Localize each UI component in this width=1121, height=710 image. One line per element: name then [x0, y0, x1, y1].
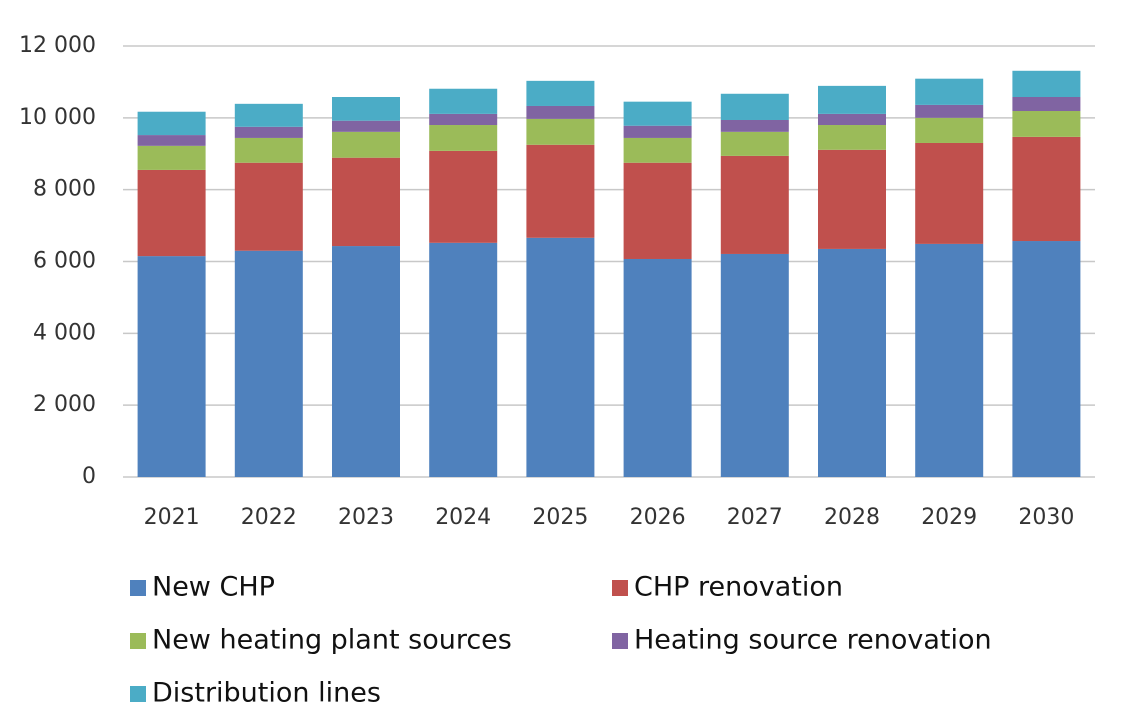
- bar-segment: [818, 113, 886, 126]
- legend-swatch: [130, 686, 146, 702]
- bar-segment: [915, 78, 984, 105]
- bar-segment: [526, 237, 595, 477]
- bar-segment: [526, 105, 595, 119]
- bar-segment: [720, 131, 789, 156]
- bar-segment: [623, 258, 692, 477]
- bar-segment: [818, 125, 886, 150]
- bar-segment: [1012, 111, 1081, 137]
- x-tick-label: 2021: [144, 505, 200, 530]
- bar-segment: [915, 104, 984, 118]
- legend-label: Distribution lines: [152, 678, 381, 709]
- bar-segment: [332, 246, 400, 477]
- bar-segment: [915, 117, 984, 143]
- legend-label: New CHP: [152, 572, 275, 603]
- legend-swatch: [130, 580, 146, 596]
- x-tick-label: 2025: [532, 505, 588, 530]
- bar-segment: [234, 126, 303, 138]
- bar-segment: [623, 125, 692, 138]
- bar-segment: [623, 137, 692, 163]
- bar-segment: [234, 250, 303, 477]
- y-tick-label: 8 000: [33, 177, 96, 202]
- legend-label: Heating source renovation: [634, 625, 992, 656]
- legend-label: New heating plant sources: [152, 625, 512, 656]
- x-tick-label: 2027: [727, 505, 783, 530]
- x-tick-label: 2024: [435, 505, 491, 530]
- bar-segment: [526, 118, 595, 145]
- bar-segment: [429, 242, 498, 477]
- bar-segment: [429, 88, 498, 114]
- bar-segment: [623, 162, 692, 259]
- legend-swatch: [612, 633, 628, 649]
- bar-segment: [429, 125, 498, 151]
- bar-segment: [332, 131, 400, 158]
- x-tick-label: 2029: [921, 505, 977, 530]
- legend-label: CHP renovation: [634, 572, 843, 603]
- bar-segment: [818, 248, 886, 477]
- y-tick-label: 2 000: [33, 392, 96, 417]
- bar-segment: [915, 243, 984, 477]
- y-tick-label: 12 000: [19, 33, 96, 58]
- bar-segment: [1012, 241, 1081, 477]
- bar-segment: [429, 113, 498, 126]
- legend-swatch: [612, 580, 628, 596]
- bar-segment: [234, 137, 303, 163]
- bar-segment: [234, 162, 303, 251]
- bar-segment: [332, 157, 400, 247]
- bar-segment: [720, 119, 789, 132]
- bar-segment: [234, 103, 303, 127]
- bar-segment: [332, 120, 400, 132]
- bar-segment: [720, 253, 789, 477]
- y-tick-label: 0: [82, 464, 96, 489]
- x-tick-label: 2023: [338, 505, 394, 530]
- bar-segment: [137, 135, 206, 146]
- x-tick-label: 2030: [1018, 505, 1074, 530]
- bar-segment: [526, 144, 595, 238]
- bar-segment: [623, 101, 692, 126]
- y-tick-label: 6 000: [33, 249, 96, 274]
- legend-swatch: [130, 633, 146, 649]
- bar-segment: [526, 80, 595, 106]
- bar-segment: [720, 93, 789, 120]
- bar-segment: [137, 256, 206, 477]
- bar-segment: [137, 145, 206, 170]
- x-tick-label: 2026: [630, 505, 686, 530]
- bar-segment: [720, 155, 789, 254]
- bar-segment: [429, 150, 498, 243]
- x-tick-label: 2022: [241, 505, 297, 530]
- bar-segment: [137, 111, 206, 136]
- x-tick-label: 2028: [824, 505, 880, 530]
- y-tick-label: 10 000: [19, 105, 96, 130]
- bar-segment: [1012, 70, 1081, 98]
- bar-segment: [1012, 136, 1081, 242]
- bar-segment: [915, 142, 984, 244]
- bar-segment: [818, 85, 886, 114]
- bar-segment: [1012, 97, 1081, 112]
- y-tick-label: 4 000: [33, 320, 96, 345]
- bar-segment: [332, 97, 400, 121]
- bar-segment: [818, 149, 886, 249]
- bar-segment: [137, 169, 206, 257]
